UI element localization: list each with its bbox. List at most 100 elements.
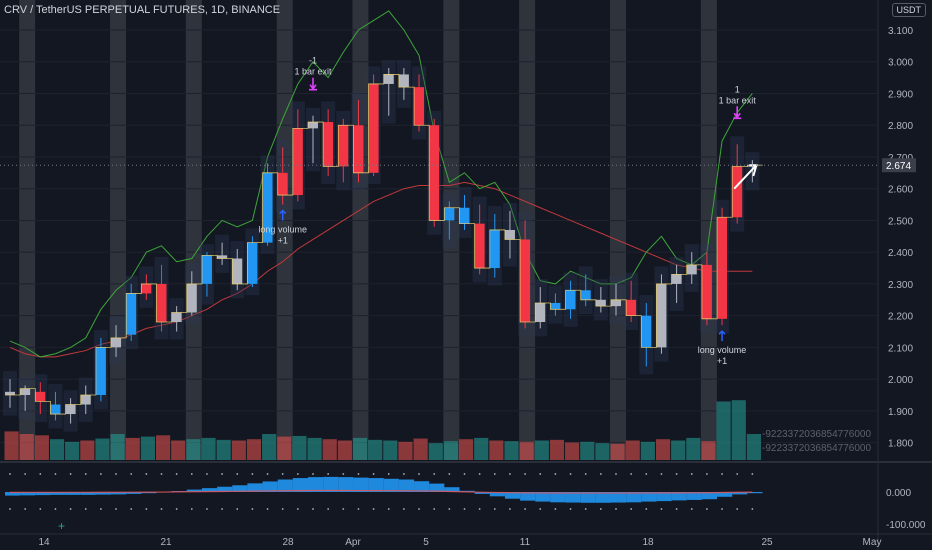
volume-bar bbox=[110, 434, 125, 460]
volume-bar bbox=[655, 439, 671, 460]
oscillator-signal-line bbox=[9, 489, 753, 494]
candle-body bbox=[671, 274, 682, 284]
oscillator-dot bbox=[145, 508, 148, 510]
volume-bar bbox=[65, 441, 80, 460]
volume-bar bbox=[519, 441, 534, 460]
oscillator-bar bbox=[20, 492, 36, 496]
oscillator-dot bbox=[69, 473, 72, 475]
oscillator-dot bbox=[736, 508, 739, 510]
oscillator-dot bbox=[251, 508, 254, 510]
volume-bar bbox=[95, 438, 110, 460]
oscillator-dot bbox=[584, 473, 587, 475]
oscillator-dot bbox=[357, 508, 360, 510]
oscillator-dot bbox=[539, 508, 542, 510]
oscillator-dot bbox=[554, 508, 557, 510]
volume-bar bbox=[398, 441, 413, 460]
oscillator-bar bbox=[611, 492, 627, 503]
oscillator-dot bbox=[690, 473, 693, 475]
volume-bar bbox=[640, 441, 655, 460]
oscillator-dot bbox=[418, 473, 420, 475]
candle-body bbox=[171, 312, 182, 323]
oscillator-dot bbox=[39, 473, 42, 475]
session-highlight-band bbox=[276, 0, 293, 460]
candle-body bbox=[126, 293, 137, 335]
candle-body bbox=[50, 404, 61, 415]
candle-body bbox=[459, 207, 470, 224]
price-tick-label: 2.300 bbox=[888, 280, 913, 291]
candle-body bbox=[5, 391, 15, 396]
oscillator-dot bbox=[584, 508, 587, 510]
candle-body bbox=[550, 302, 561, 310]
volume-bar bbox=[368, 439, 383, 460]
oscillator-dot bbox=[281, 508, 284, 510]
candle-body bbox=[277, 172, 288, 196]
oscillator-dot bbox=[342, 473, 345, 475]
volume-bar bbox=[34, 435, 49, 460]
volume-bar bbox=[595, 443, 610, 460]
time-tick-label: 28 bbox=[282, 537, 294, 548]
oscillator-dot bbox=[24, 473, 27, 475]
price-tick-label: 2.100 bbox=[888, 343, 913, 354]
oscillator-bar bbox=[580, 492, 596, 503]
oscillator-bar bbox=[732, 492, 748, 495]
candle-body bbox=[323, 122, 334, 167]
price-tick-label: 3.000 bbox=[888, 58, 913, 69]
currency-button[interactable]: USDT bbox=[891, 3, 926, 17]
oscillator-bar bbox=[414, 481, 430, 492]
candle-body bbox=[414, 87, 425, 126]
candle-body bbox=[308, 122, 318, 129]
volume-bar bbox=[49, 439, 65, 460]
oscillator-dot bbox=[130, 473, 133, 475]
volume-bar bbox=[686, 437, 701, 460]
price-tick-label: 2.500 bbox=[888, 216, 913, 227]
volume-bar bbox=[337, 440, 352, 460]
oscillator-dot bbox=[54, 508, 57, 510]
volume-bar bbox=[731, 400, 746, 460]
oscillator-dot bbox=[9, 473, 11, 475]
oscillator-dot bbox=[539, 473, 542, 475]
entry-signal-label: +1 bbox=[278, 236, 288, 246]
volume-bar bbox=[459, 439, 474, 460]
oscillator-dot bbox=[675, 473, 678, 475]
oscillator-dot bbox=[599, 473, 602, 475]
oscillator-bar bbox=[277, 479, 293, 492]
volume-bar bbox=[413, 438, 428, 460]
volume-bar bbox=[746, 434, 761, 460]
oscillator-dot bbox=[690, 508, 693, 510]
volume-bar bbox=[186, 439, 201, 460]
oscillator-dot bbox=[721, 473, 723, 475]
time-tick-label: 14 bbox=[38, 537, 50, 548]
last-price-label: 2.674 bbox=[886, 161, 911, 172]
exit-arrow-icon bbox=[733, 106, 742, 120]
exit-signal-label: 1 bbox=[735, 84, 740, 94]
candle-body bbox=[701, 264, 712, 319]
oscillator-dot bbox=[24, 508, 27, 510]
oscillator-dot bbox=[569, 473, 572, 475]
price-tick-label: 2.600 bbox=[888, 185, 913, 196]
volume-bar bbox=[216, 439, 231, 460]
oscillator-bar bbox=[550, 492, 566, 503]
volume-value-label: -9223372036854776000 bbox=[762, 443, 871, 454]
oscillator-dot bbox=[84, 508, 87, 510]
oscillator-bar bbox=[444, 487, 460, 492]
volume-bar bbox=[610, 443, 625, 460]
price-tick-label: 1.900 bbox=[888, 407, 913, 418]
oscillator-bar bbox=[217, 486, 233, 492]
oscillator-bar bbox=[671, 492, 687, 501]
oscillator-dot bbox=[327, 473, 330, 475]
volume-bar bbox=[246, 439, 262, 460]
oscillator-dot bbox=[751, 473, 754, 475]
session-highlight-band bbox=[519, 0, 536, 460]
oscillator-dot bbox=[84, 473, 87, 475]
oscillator-dot bbox=[433, 508, 436, 510]
oscillator-dot bbox=[145, 473, 148, 475]
volume-bar bbox=[277, 436, 292, 460]
oscillator-dot bbox=[115, 473, 117, 475]
volume-bar bbox=[322, 439, 337, 460]
oscillator-dot bbox=[296, 473, 299, 475]
candle-body bbox=[504, 229, 515, 240]
oscillator-dot bbox=[190, 508, 193, 510]
oscillator-dot bbox=[706, 473, 708, 475]
oscillator-bar bbox=[262, 481, 278, 492]
